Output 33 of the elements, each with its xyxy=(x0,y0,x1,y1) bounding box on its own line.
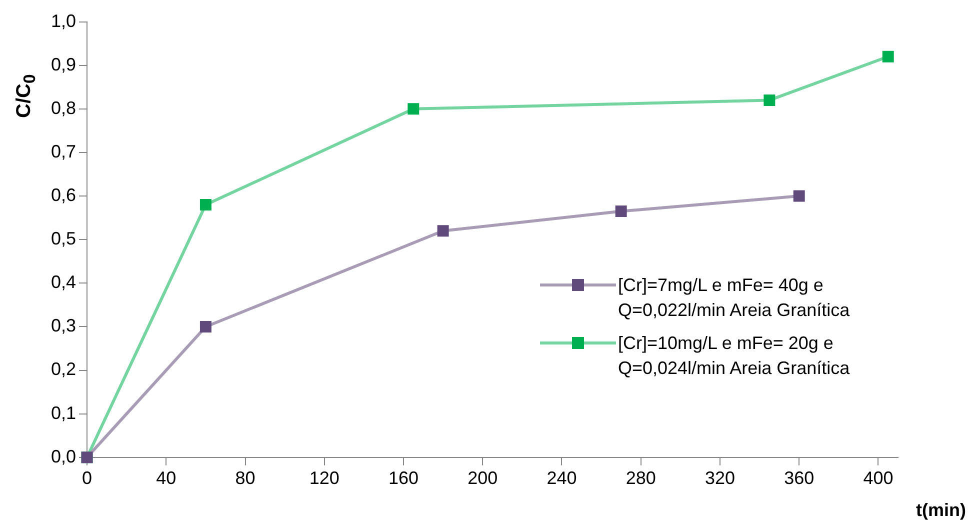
x-tick-label: 40 xyxy=(156,468,176,488)
x-tick-label: 80 xyxy=(235,468,256,488)
x-tick-label: 0 xyxy=(82,468,92,488)
x-tick-label: 200 xyxy=(468,468,498,488)
y-tick-label: 0,9 xyxy=(50,54,76,74)
legend-label: [Cr]=7mg/L e mFe= 40g e Q=0,022l/min Areia Granítica xyxy=(618,274,851,322)
x-tick-label: 160 xyxy=(388,468,419,488)
x-tick-label: 400 xyxy=(863,468,894,488)
x-tick-label: 240 xyxy=(546,468,577,488)
point xyxy=(200,199,212,210)
x-tick-label: 360 xyxy=(784,468,814,488)
point xyxy=(200,320,212,332)
point xyxy=(764,94,776,106)
y-tick-label: 0,0 xyxy=(50,446,76,466)
x-tick-label: 280 xyxy=(626,468,656,488)
x-tick-label: 120 xyxy=(309,468,340,488)
legend-label: [Cr]=10mg/L e mFe= 20g e Q=0,024l/min Areia Granítica xyxy=(618,332,851,380)
y-tick-label: 0,2 xyxy=(50,359,76,380)
point xyxy=(882,50,894,62)
point xyxy=(793,190,805,202)
y-tick-label: 0,6 xyxy=(50,185,76,206)
y-tick-label: 0,7 xyxy=(50,141,76,162)
y-tick-label: 0,3 xyxy=(50,316,76,336)
y-tick-label: 0,4 xyxy=(50,272,76,292)
y-tick-label: 1,0 xyxy=(50,10,76,31)
point xyxy=(408,103,420,115)
point xyxy=(615,206,627,218)
x-tick-label: 320 xyxy=(704,468,736,488)
y-tick-label: 0,1 xyxy=(50,402,76,423)
y-tick-label: 0,8 xyxy=(50,98,76,118)
x-axis-title: t(min) xyxy=(916,500,966,521)
point xyxy=(437,225,449,237)
y-tick-label: 0,5 xyxy=(50,228,76,249)
